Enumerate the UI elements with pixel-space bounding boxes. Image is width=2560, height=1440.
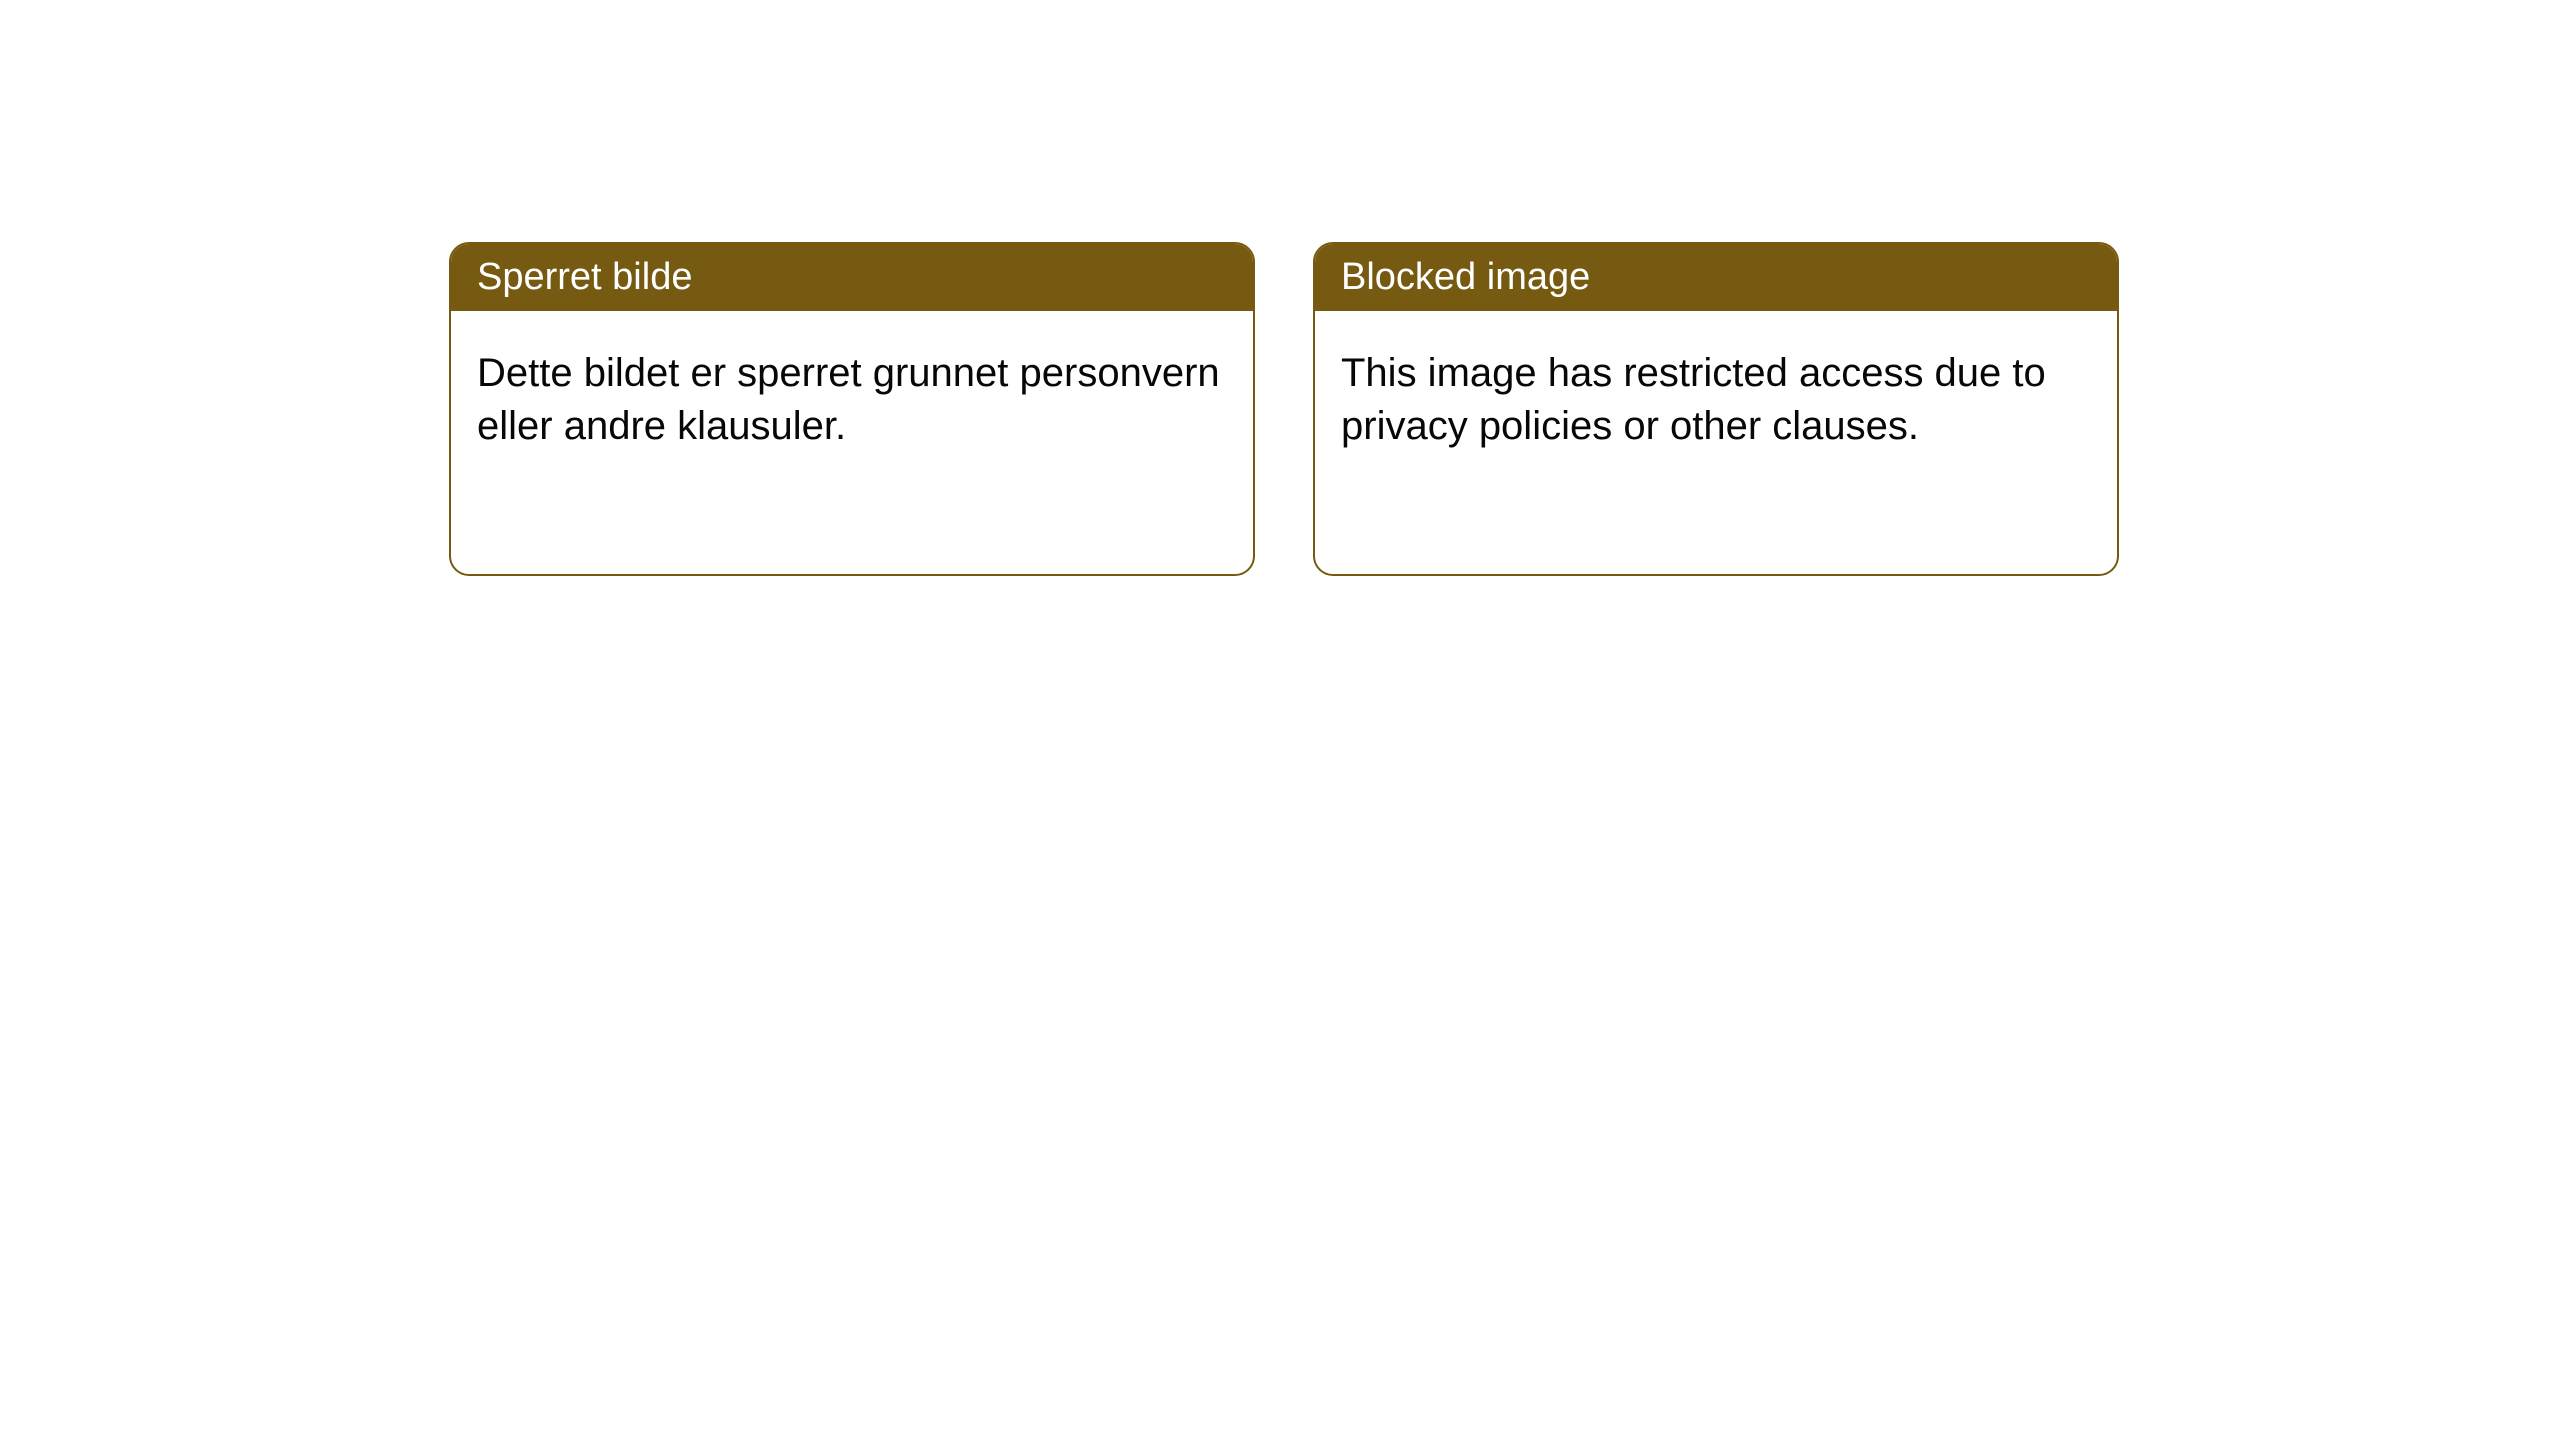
panel-title: Blocked image bbox=[1341, 256, 1590, 298]
panel-body: This image has restricted access due to … bbox=[1315, 311, 2117, 489]
panel-header: Blocked image bbox=[1315, 244, 2117, 311]
panel-body-text: Dette bildet er sperret grunnet personve… bbox=[477, 351, 1220, 448]
panel-title: Sperret bilde bbox=[477, 256, 692, 298]
notice-panel-norwegian: Sperret bilde Dette bildet er sperret gr… bbox=[449, 242, 1255, 576]
panel-body-text: This image has restricted access due to … bbox=[1341, 351, 2046, 448]
panel-body: Dette bildet er sperret grunnet personve… bbox=[451, 311, 1253, 489]
panel-header: Sperret bilde bbox=[451, 244, 1253, 311]
notice-panels-container: Sperret bilde Dette bildet er sperret gr… bbox=[449, 242, 2119, 576]
notice-panel-english: Blocked image This image has restricted … bbox=[1313, 242, 2119, 576]
